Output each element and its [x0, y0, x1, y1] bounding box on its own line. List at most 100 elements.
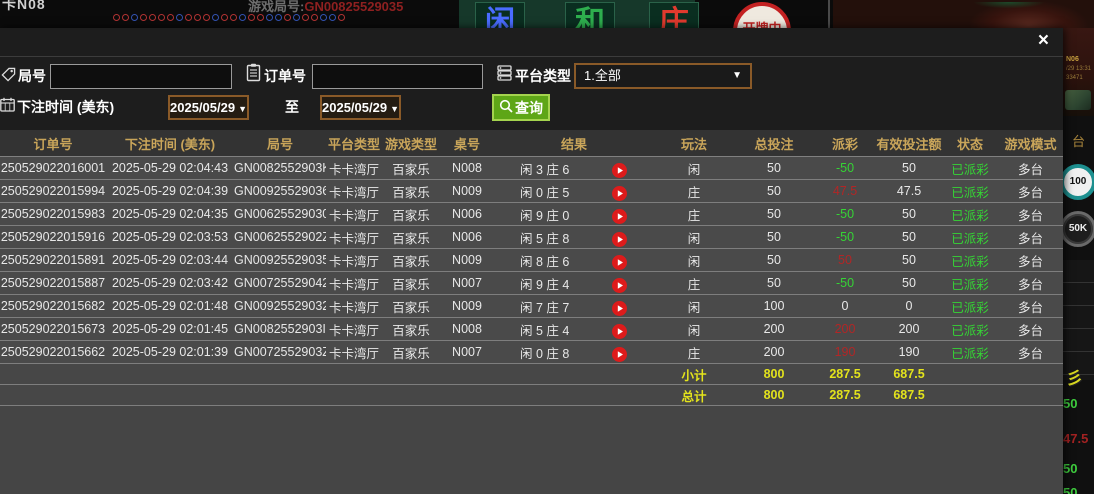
chevron-down-icon: ▼: [390, 104, 399, 114]
cell-time: 2025-05-29 02:04:35: [111, 207, 229, 221]
game-no-input[interactable]: [50, 64, 232, 89]
replay-icon[interactable]: [612, 277, 627, 293]
platform-filter-label: 平台类型: [515, 68, 571, 84]
cell-platform: 卡卡湾厅: [328, 254, 379, 269]
cell-result: 闲 5 庄 4: [494, 320, 654, 339]
bead-marker: [275, 14, 282, 21]
bead-marker: [221, 14, 228, 21]
table-row: 250529022015916 2025-05-29 02:03:53 GN0062…: [0, 226, 1063, 249]
bead-marker: [329, 14, 336, 21]
cell-play: 闲: [687, 323, 701, 338]
cell-time: 2025-05-29 02:01:45: [111, 322, 229, 336]
search-icon: [499, 99, 513, 116]
date-from-value: 2025/05/29: [170, 100, 236, 115]
result-text: 闲 9 庄 0: [520, 208, 570, 223]
column-header-result: 结果: [560, 136, 587, 152]
cell-order: 250529022015916: [0, 230, 106, 244]
bead-marker: [122, 14, 129, 21]
clipboard-icon: [246, 63, 261, 87]
chevron-down-icon: ▼: [732, 70, 742, 81]
bead-marker: [320, 14, 327, 21]
cell-time: 2025-05-29 02:01:39: [111, 345, 229, 359]
subtotal-row-payout: 287.5: [829, 367, 861, 381]
cell-table: N008: [452, 322, 482, 336]
order-no-input[interactable]: [312, 64, 483, 89]
table-name-label: 卡N08: [2, 0, 46, 12]
column-header-order: 订单号: [33, 136, 73, 152]
live-video-feed: [833, 0, 1094, 28]
cell-total: 100: [763, 299, 785, 313]
chip-50k-icon: 50K: [1063, 211, 1094, 247]
cell-play: 庄: [687, 346, 701, 361]
result-text: 闲 3 庄 6: [520, 162, 570, 177]
table-char-label: 台: [1072, 134, 1086, 149]
cell-status: 已派彩: [951, 346, 989, 361]
replay-icon[interactable]: [612, 300, 627, 316]
replay-icon[interactable]: [612, 323, 627, 339]
bead-marker: [203, 14, 210, 21]
game-round-value: GN00825529035: [304, 0, 404, 14]
cell-play: 闲: [687, 231, 701, 246]
result-text: 闲 7 庄 7: [520, 300, 570, 315]
replay-icon[interactable]: [612, 185, 627, 201]
bet-tile-player: 闲: [475, 2, 525, 28]
cell-table: N009: [452, 184, 482, 198]
date-from-picker[interactable]: 2025/05/29 ▼: [168, 95, 249, 120]
cell-type: 百家乐: [392, 300, 430, 315]
table-header-row: 订单号 下注时间 (美东) 局号 平台类型 游戏类型 桌号 结果 玩法 总投注 派彩 有效投注额 状态…: [0, 130, 1063, 157]
date-to-picker[interactable]: 2025/05/29 ▼: [320, 95, 401, 120]
cell-time: 2025-05-29 02:04:43: [111, 161, 229, 175]
cell-result: 闲 9 庄 4: [494, 274, 654, 293]
cell-time: 2025-05-29 02:04:39: [111, 184, 229, 198]
cell-order: 250529022016001: [0, 161, 106, 175]
cell-time: 2025-05-29 02:01:48: [111, 299, 229, 313]
decorative-glyph: 彡: [1066, 369, 1083, 388]
column-header-game: 局号: [266, 136, 293, 152]
cell-table: N009: [452, 299, 482, 313]
cell-platform: 卡卡湾厅: [328, 231, 379, 246]
search-button[interactable]: 查询: [492, 94, 550, 121]
cell-status: 已派彩: [951, 208, 989, 223]
cell-type: 百家乐: [392, 254, 430, 269]
cell-table: N007: [452, 276, 482, 290]
replay-icon[interactable]: [612, 346, 627, 362]
table-row: 250529022015983 2025-05-29 02:04:35 GN0062…: [0, 203, 1063, 226]
subtotal-row-valid: 687.5: [893, 367, 925, 381]
date-to-value: 2025/05/29: [322, 100, 388, 115]
cell-type: 百家乐: [392, 231, 430, 246]
cell-valid: 50: [902, 276, 916, 290]
bead-marker: [113, 14, 120, 21]
cell-platform: 卡卡湾厅: [328, 208, 379, 223]
replay-icon[interactable]: [612, 231, 627, 247]
roadmap-beads: [113, 14, 345, 21]
close-icon[interactable]: ×: [1037, 30, 1049, 51]
cell-platform: 卡卡湾厅: [328, 300, 379, 315]
cell-status: 已派彩: [951, 277, 989, 292]
cell-play: 庄: [687, 208, 701, 223]
dealing-status-badge: 开牌中: [733, 2, 791, 28]
cell-type: 百家乐: [392, 323, 430, 338]
bead-marker: [293, 14, 300, 21]
platform-select[interactable]: 1.全部 ▼: [574, 63, 752, 89]
game-no-filter-label: 局号: [18, 68, 46, 84]
cards-image: [1065, 90, 1091, 110]
grandtotal-row-valid: 687.5: [893, 388, 925, 402]
replay-icon[interactable]: [612, 254, 627, 270]
column-header-status: 状态: [956, 136, 983, 152]
cell-payout: -50: [835, 207, 855, 221]
replay-icon[interactable]: [612, 162, 627, 178]
bead-marker: [338, 14, 345, 21]
result-text: 闲 0 庄 8: [520, 346, 570, 361]
replay-icon[interactable]: [612, 208, 627, 224]
bead-marker: [140, 14, 147, 21]
cell-valid: 190: [898, 345, 920, 359]
cell-result: 闲 8 庄 6: [494, 251, 654, 270]
cell-type: 百家乐: [392, 346, 430, 361]
background-grid-lines: [1063, 260, 1094, 380]
result-text: 闲 9 庄 4: [520, 277, 570, 292]
platform-list-icon: [497, 65, 512, 86]
bead-marker: [266, 14, 273, 21]
background-amount: 50: [1063, 461, 1078, 476]
cell-total: 50: [767, 161, 781, 175]
column-header-table: 桌号: [453, 136, 480, 152]
